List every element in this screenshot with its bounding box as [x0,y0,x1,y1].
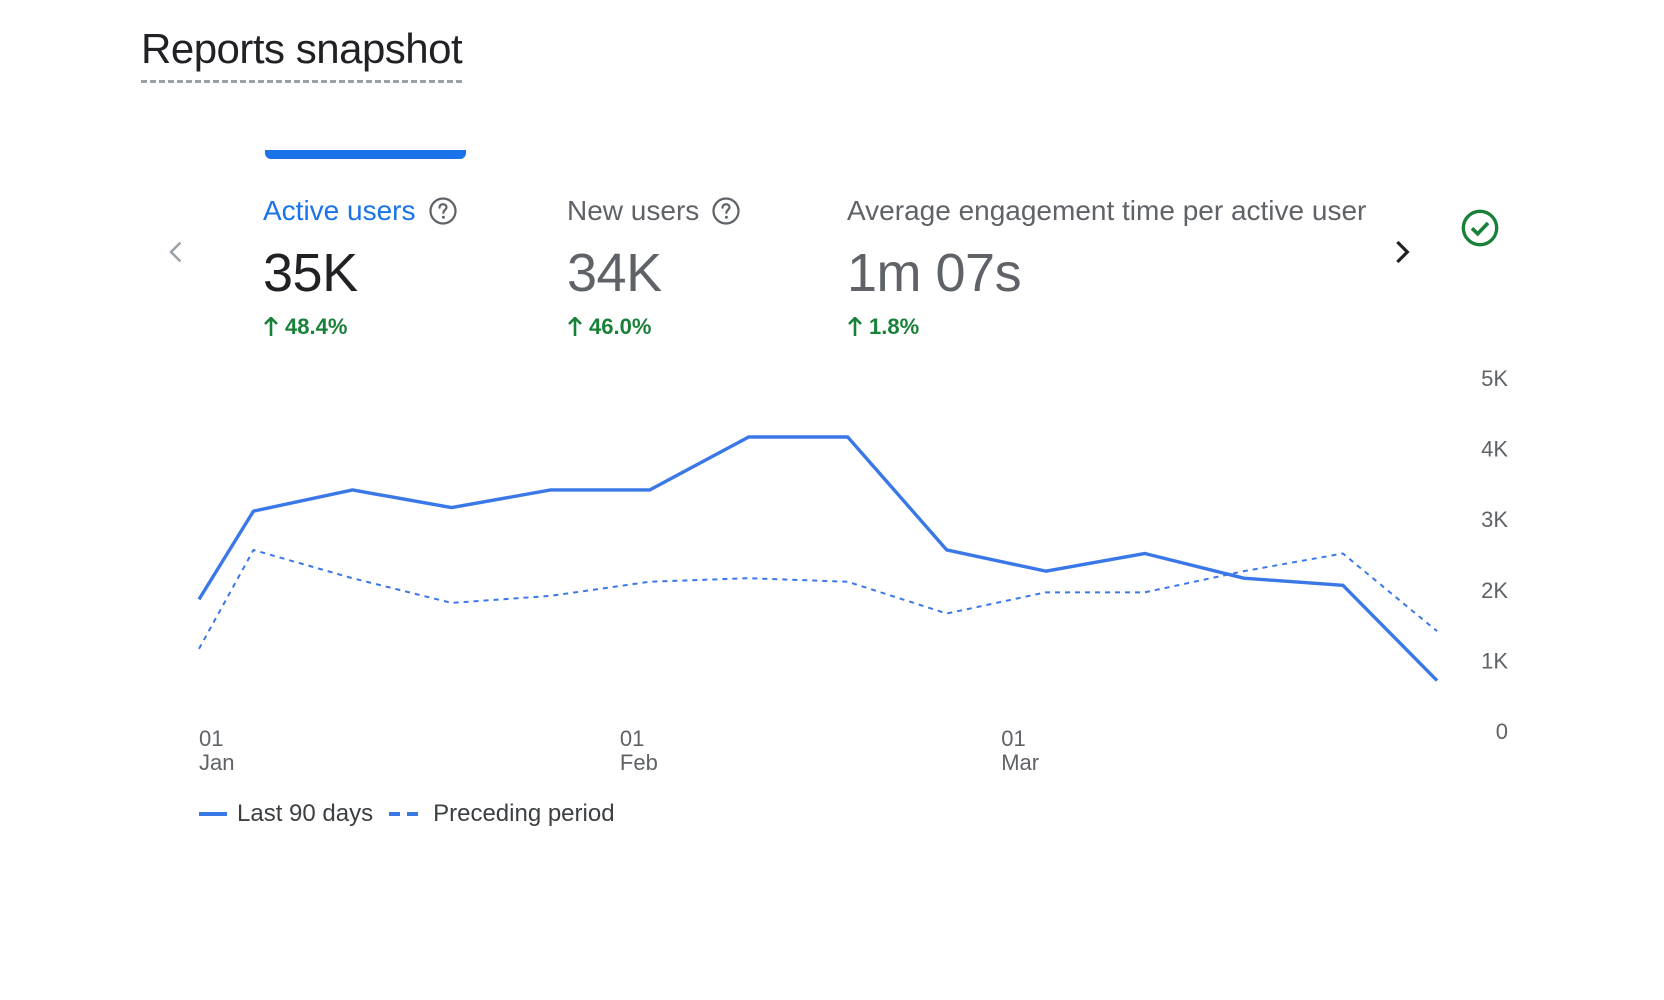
metric-label-text: Average engagement time per active user [847,195,1367,226]
metric-value: 34K [567,243,662,303]
last-90-days-point [648,488,652,492]
last-90-days-point [945,548,949,552]
y-tick-label: 4K [1481,437,1508,462]
metric-label: Average engagement time per active user [847,192,1367,230]
preceding-period-point [549,594,553,598]
x-tick-day-label: 01 [1001,726,1025,751]
last-90-days-point [351,488,355,492]
last-90-days-point [450,506,454,510]
arrow-up-icon [568,317,582,336]
legend-item-preceding-period[interactable]: Preceding period [389,800,615,828]
last-90-days-point [549,488,553,492]
chevron-right-icon [1396,240,1410,264]
metric-value: 1m 07s [847,243,1022,303]
metric-delta: 48.4% [263,314,458,340]
x-tick-day-label: 01 [620,726,644,751]
metric-delta-value: 1.8% [869,314,920,339]
metric-average-engagement-time[interactable]: Average engagement time per active user … [847,192,1367,340]
last-90-days-point [1242,576,1246,580]
y-tick-label: 1K [1481,648,1508,673]
arrow-up-icon [848,317,862,336]
preceding-period-point [1341,552,1345,556]
preceding-period-point [1143,590,1147,594]
check-circle-icon[interactable] [1460,208,1500,248]
last-90-days-point [747,435,751,439]
page-title[interactable]: Reports snapshot [141,22,463,83]
help-circle-icon[interactable] [711,196,741,226]
preceding-period-point [648,580,652,584]
arrow-up-icon [264,317,278,336]
last-90-days-point [251,509,255,513]
metric-active-users[interactable]: Active users 35K 48.4% [263,192,458,340]
solid-line-swatch [199,812,227,816]
last-90-days-point [197,597,201,601]
preceding-period-point [450,601,454,605]
x-tick-month-label: Mar [1001,750,1039,775]
y-tick-label: 0 [1496,719,1508,744]
metric-delta-value: 48.4% [285,314,348,339]
metric-delta: 46.0% [567,314,741,340]
preceding-period-point [197,647,201,651]
y-tick-label: 3K [1481,507,1508,532]
metric-new-users[interactable]: New users 34K 46.0% [567,192,741,340]
last-90-days-point [1341,583,1345,587]
preceding-period-point [945,612,949,616]
last-90-days-point [1044,569,1048,573]
dashed-line-swatch [389,812,424,816]
legend-item-last-90-days[interactable]: Last 90 days [199,800,373,828]
last-90-days-point [1143,552,1147,556]
x-tick-month-label: Jan [199,750,234,775]
metric-label: Active users [263,192,458,230]
preceding-period-point [1242,569,1246,573]
metric-value: 35K [263,243,358,303]
metric-delta: 1.8% [847,314,1367,340]
preceding-period-point [1044,590,1048,594]
preceding-period-point [747,576,751,580]
preceding-period-line [198,548,1438,650]
y-tick-label: 5K [1481,366,1508,391]
selected-tab-indicator [265,150,466,159]
next-metric-button[interactable] [1378,228,1426,276]
previous-metric-button[interactable] [152,228,200,276]
last-90-days-point [1435,679,1439,683]
help-circle-icon[interactable] [428,196,458,226]
legend-label: Last 90 days [237,800,374,827]
preceding-period-point [846,580,850,584]
preceding-period-point [1435,629,1439,633]
last-90-days-line [197,435,1439,682]
metric-label: New users [567,192,741,230]
last-90-days-point [846,435,850,439]
preceding-period-point [251,548,255,552]
metric-label-text: Active users [263,195,416,226]
x-tick-month-label: Feb [620,750,658,775]
legend-label: Preceding period [433,800,615,827]
preceding-period-point [351,576,355,580]
chart-legend: Last 90 days Preceding period [199,800,631,828]
metric-delta-value: 46.0% [589,314,652,339]
metric-label-text: New users [567,195,700,226]
chevron-left-icon [169,241,182,263]
x-tick-day-label: 01 [199,726,223,751]
y-tick-label: 2K [1481,578,1508,603]
